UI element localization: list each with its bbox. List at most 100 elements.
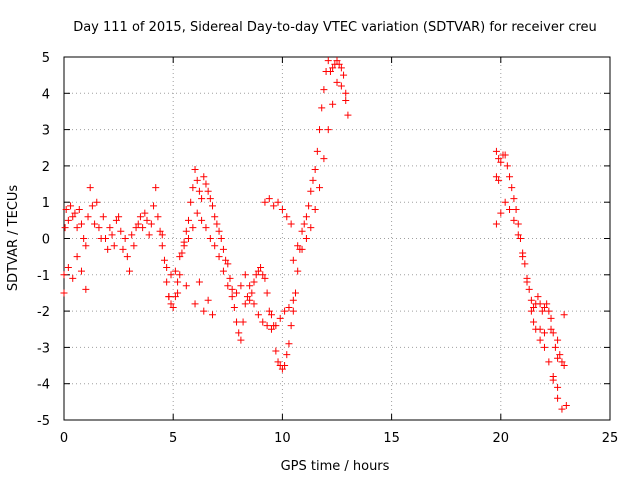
data-point xyxy=(292,289,300,297)
data-point xyxy=(307,224,315,232)
data-point xyxy=(540,303,548,311)
data-point xyxy=(510,195,518,203)
data-point xyxy=(246,282,254,290)
data-point xyxy=(298,227,306,235)
data-point xyxy=(77,220,85,228)
data-point xyxy=(501,151,509,159)
data-point xyxy=(560,362,568,370)
data-point xyxy=(558,358,566,366)
data-point xyxy=(147,220,155,228)
data-point xyxy=(335,60,343,68)
data-point xyxy=(302,235,310,242)
data-point xyxy=(99,213,107,221)
data-point xyxy=(287,220,295,228)
data-point xyxy=(241,300,249,308)
data-point xyxy=(136,213,144,221)
data-point xyxy=(503,162,511,170)
data-point xyxy=(110,242,118,250)
data-point xyxy=(329,100,337,108)
data-point xyxy=(562,401,570,409)
data-point xyxy=(285,340,293,348)
data-point xyxy=(75,205,83,213)
data-point xyxy=(91,220,99,228)
data-point xyxy=(163,264,171,272)
data-point xyxy=(67,202,75,210)
data-point xyxy=(211,242,219,250)
data-point xyxy=(139,224,147,232)
data-point xyxy=(82,242,90,250)
data-point xyxy=(215,227,223,235)
data-point xyxy=(86,184,94,192)
data-point xyxy=(250,278,258,286)
data-point xyxy=(219,245,227,253)
data-point xyxy=(195,278,203,286)
data-point xyxy=(200,307,208,315)
data-point xyxy=(302,213,310,221)
data-point xyxy=(510,216,518,224)
data-point xyxy=(289,256,297,264)
data-point xyxy=(180,242,188,250)
data-point xyxy=(278,365,286,373)
data-point xyxy=(281,307,289,315)
data-point xyxy=(128,231,136,239)
data-point xyxy=(176,271,184,279)
x-tick-label: 15 xyxy=(383,431,400,446)
data-point xyxy=(333,78,341,86)
data-point xyxy=(545,307,553,315)
data-point xyxy=(497,158,505,166)
data-point xyxy=(237,336,245,344)
data-point xyxy=(95,224,103,232)
data-point xyxy=(530,318,538,326)
data-point xyxy=(237,282,245,290)
data-point xyxy=(209,202,217,210)
data-point xyxy=(184,216,192,224)
data-point xyxy=(200,173,208,181)
data-point xyxy=(536,300,544,308)
data-point xyxy=(191,300,199,308)
data-point xyxy=(536,325,544,333)
data-point xyxy=(108,231,116,239)
data-point xyxy=(549,329,557,337)
data-point xyxy=(543,300,551,308)
data-point xyxy=(261,198,269,206)
data-point xyxy=(101,235,109,242)
data-point xyxy=(540,329,548,337)
data-point xyxy=(342,97,350,105)
data-point xyxy=(270,202,278,210)
x-tick-label: 10 xyxy=(274,431,291,446)
data-series xyxy=(60,57,570,413)
data-point xyxy=(88,202,96,210)
data-point xyxy=(106,224,114,232)
data-point xyxy=(289,296,297,304)
data-point xyxy=(492,147,500,155)
data-point xyxy=(516,235,524,242)
data-point xyxy=(324,57,332,65)
data-point xyxy=(224,260,232,268)
data-point xyxy=(283,213,291,221)
data-point xyxy=(195,187,203,195)
data-point xyxy=(226,274,234,282)
data-point xyxy=(307,187,315,195)
data-point xyxy=(132,224,140,232)
data-point xyxy=(283,351,291,359)
y-tick-label: 4 xyxy=(42,87,50,102)
data-point xyxy=(209,311,217,319)
data-point xyxy=(187,198,195,206)
data-point xyxy=(316,126,324,134)
data-point xyxy=(549,376,557,384)
data-point xyxy=(281,362,289,370)
data-point xyxy=(540,343,548,351)
data-point xyxy=(254,267,262,275)
data-point xyxy=(506,173,514,181)
data-point xyxy=(241,271,249,279)
data-point xyxy=(287,322,295,330)
data-point xyxy=(554,383,562,391)
x-axis-label: GPS time / hours xyxy=(281,459,390,474)
data-point xyxy=(525,285,533,293)
data-point xyxy=(252,271,260,279)
data-point xyxy=(337,82,345,90)
data-point xyxy=(174,289,182,297)
data-point xyxy=(257,264,265,272)
data-point xyxy=(278,205,286,213)
